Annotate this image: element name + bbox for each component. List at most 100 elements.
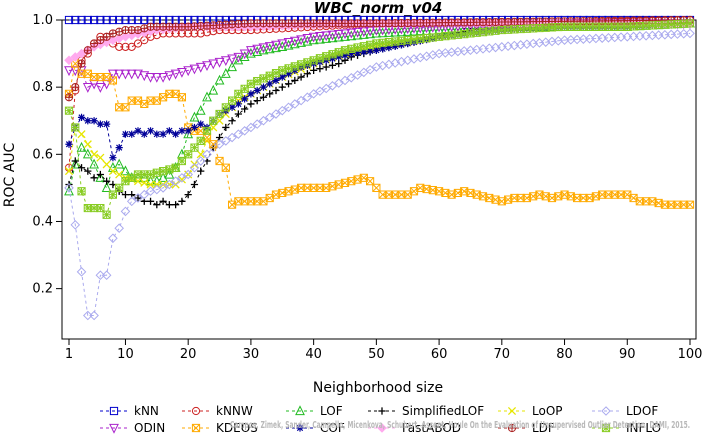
data-point-inflo [290, 62, 299, 71]
series-layer [64, 15, 695, 321]
data-point-inflo [384, 38, 394, 47]
y-tick-label: 0.8 [32, 80, 53, 95]
data-point-knn [102, 15, 111, 25]
data-point-simplifiedlof [121, 191, 130, 199]
data-point-ldof [195, 156, 206, 166]
data-point-lof [333, 31, 344, 42]
data-point-lof [352, 29, 363, 40]
data-point-lof [377, 27, 388, 38]
data-point-kdeos [108, 76, 118, 85]
data-point-cof [115, 144, 123, 152]
data-point-inflo [121, 177, 130, 186]
legend: kNN kNNW LOF SimplifiedLOF LoOP LDOF ODIN KDEOS… [100, 404, 661, 434]
data-point-inflo [491, 26, 500, 35]
data-point-kdeos [121, 103, 130, 112]
data-point-odin [176, 67, 187, 78]
data-point-ldof [202, 149, 212, 160]
data-point-ldf [77, 59, 86, 68]
data-point-inflo [221, 103, 230, 112]
data-point-ldof [221, 136, 231, 146]
data-point-lof [195, 104, 206, 115]
data-point-odin [277, 39, 288, 50]
legend-label-loop: LoOP [532, 404, 563, 418]
data-point-ldof [95, 270, 106, 281]
data-point-simplifiedlof [96, 170, 104, 179]
data-point-kdeos [209, 140, 218, 149]
data-point-ldf [71, 83, 80, 92]
x-tick-label: 30 [243, 347, 260, 362]
data-point-knn [140, 15, 149, 25]
data-point-inflo [246, 79, 256, 88]
data-point-loop [146, 180, 155, 189]
data-point-lof [245, 47, 256, 58]
data-point-simplifiedlof [284, 80, 293, 88]
data-point-odin [170, 69, 181, 80]
data-point-simplifiedlof [197, 167, 205, 175]
data-point-ldof [108, 233, 118, 244]
data-point-inflo [391, 37, 400, 46]
legend-label-ldf: LDF [532, 421, 555, 434]
legend-marker-ldof [601, 406, 611, 416]
data-point-inflo [284, 64, 293, 73]
data-point-simplifiedlof [153, 201, 161, 209]
data-point-inflo [340, 46, 350, 55]
data-point-cof [360, 48, 368, 56]
data-point-simplifiedlof [159, 197, 167, 205]
legend-marker-knn [109, 406, 119, 416]
data-point-inflo [328, 50, 337, 59]
data-point-lof [314, 33, 325, 44]
data-point-cof [241, 95, 249, 103]
data-point-inflo [96, 203, 105, 213]
data-point-odin [264, 42, 275, 52]
x-tick-label: 100 [678, 347, 702, 362]
data-point-odin [227, 54, 238, 65]
data-point-inflo [685, 19, 695, 28]
data-point-cof [266, 80, 274, 88]
data-point-ldof [164, 179, 175, 190]
legend-entry-ldf: LDF [498, 421, 555, 434]
data-point-lof [327, 32, 338, 43]
data-point-simplifiedlof [77, 164, 86, 172]
data-point-ldof [120, 206, 131, 217]
data-point-simplifiedlof [71, 157, 79, 165]
data-point-simplifiedlof [335, 60, 343, 68]
data-point-inflo [428, 33, 437, 42]
data-point-ldof [271, 109, 281, 119]
data-point-inflo [146, 170, 155, 179]
data-point-inflo [64, 106, 74, 115]
data-point-inflo [209, 116, 218, 125]
data-point-inflo [115, 183, 124, 192]
x-tick-label: 60 [431, 347, 448, 362]
data-point-simplifiedlof [297, 73, 305, 81]
data-point-ldof [208, 142, 219, 153]
data-point-lof [289, 38, 300, 49]
y-axis: 0.2 0.4 0.6 0.8 1.0 [32, 13, 62, 297]
data-point-kdeos [221, 163, 230, 172]
x-tick-label: 1 [65, 347, 73, 362]
data-point-cof [65, 140, 73, 148]
data-point-lof [296, 37, 307, 47]
data-point-ldof [126, 196, 137, 207]
data-point-knnw [121, 42, 130, 51]
data-point-lof [371, 27, 382, 38]
data-point-loop [83, 140, 92, 149]
legend-entry-cof: COF [286, 421, 345, 434]
series-line-loop [68, 22, 691, 185]
data-point-cof [391, 42, 399, 50]
data-point-odin [120, 69, 131, 80]
data-point-cof [178, 127, 186, 135]
data-point-knn [133, 15, 143, 25]
data-point-inflo [347, 44, 356, 53]
legend-entry-loop: LoOP [498, 404, 563, 418]
data-point-ldof [170, 176, 181, 186]
data-point-ldof [227, 132, 237, 143]
data-point-simplifiedlof [272, 86, 280, 95]
data-point-lof [390, 26, 401, 37]
data-point-odin [145, 72, 156, 83]
data-point-kdeos [372, 183, 381, 192]
legend-label-kdeos: KDEOS [216, 421, 258, 434]
data-point-cof [153, 130, 161, 138]
data-point-knn [83, 15, 92, 25]
y-tick-label: 0.6 [32, 147, 53, 162]
data-point-cof [328, 55, 337, 63]
